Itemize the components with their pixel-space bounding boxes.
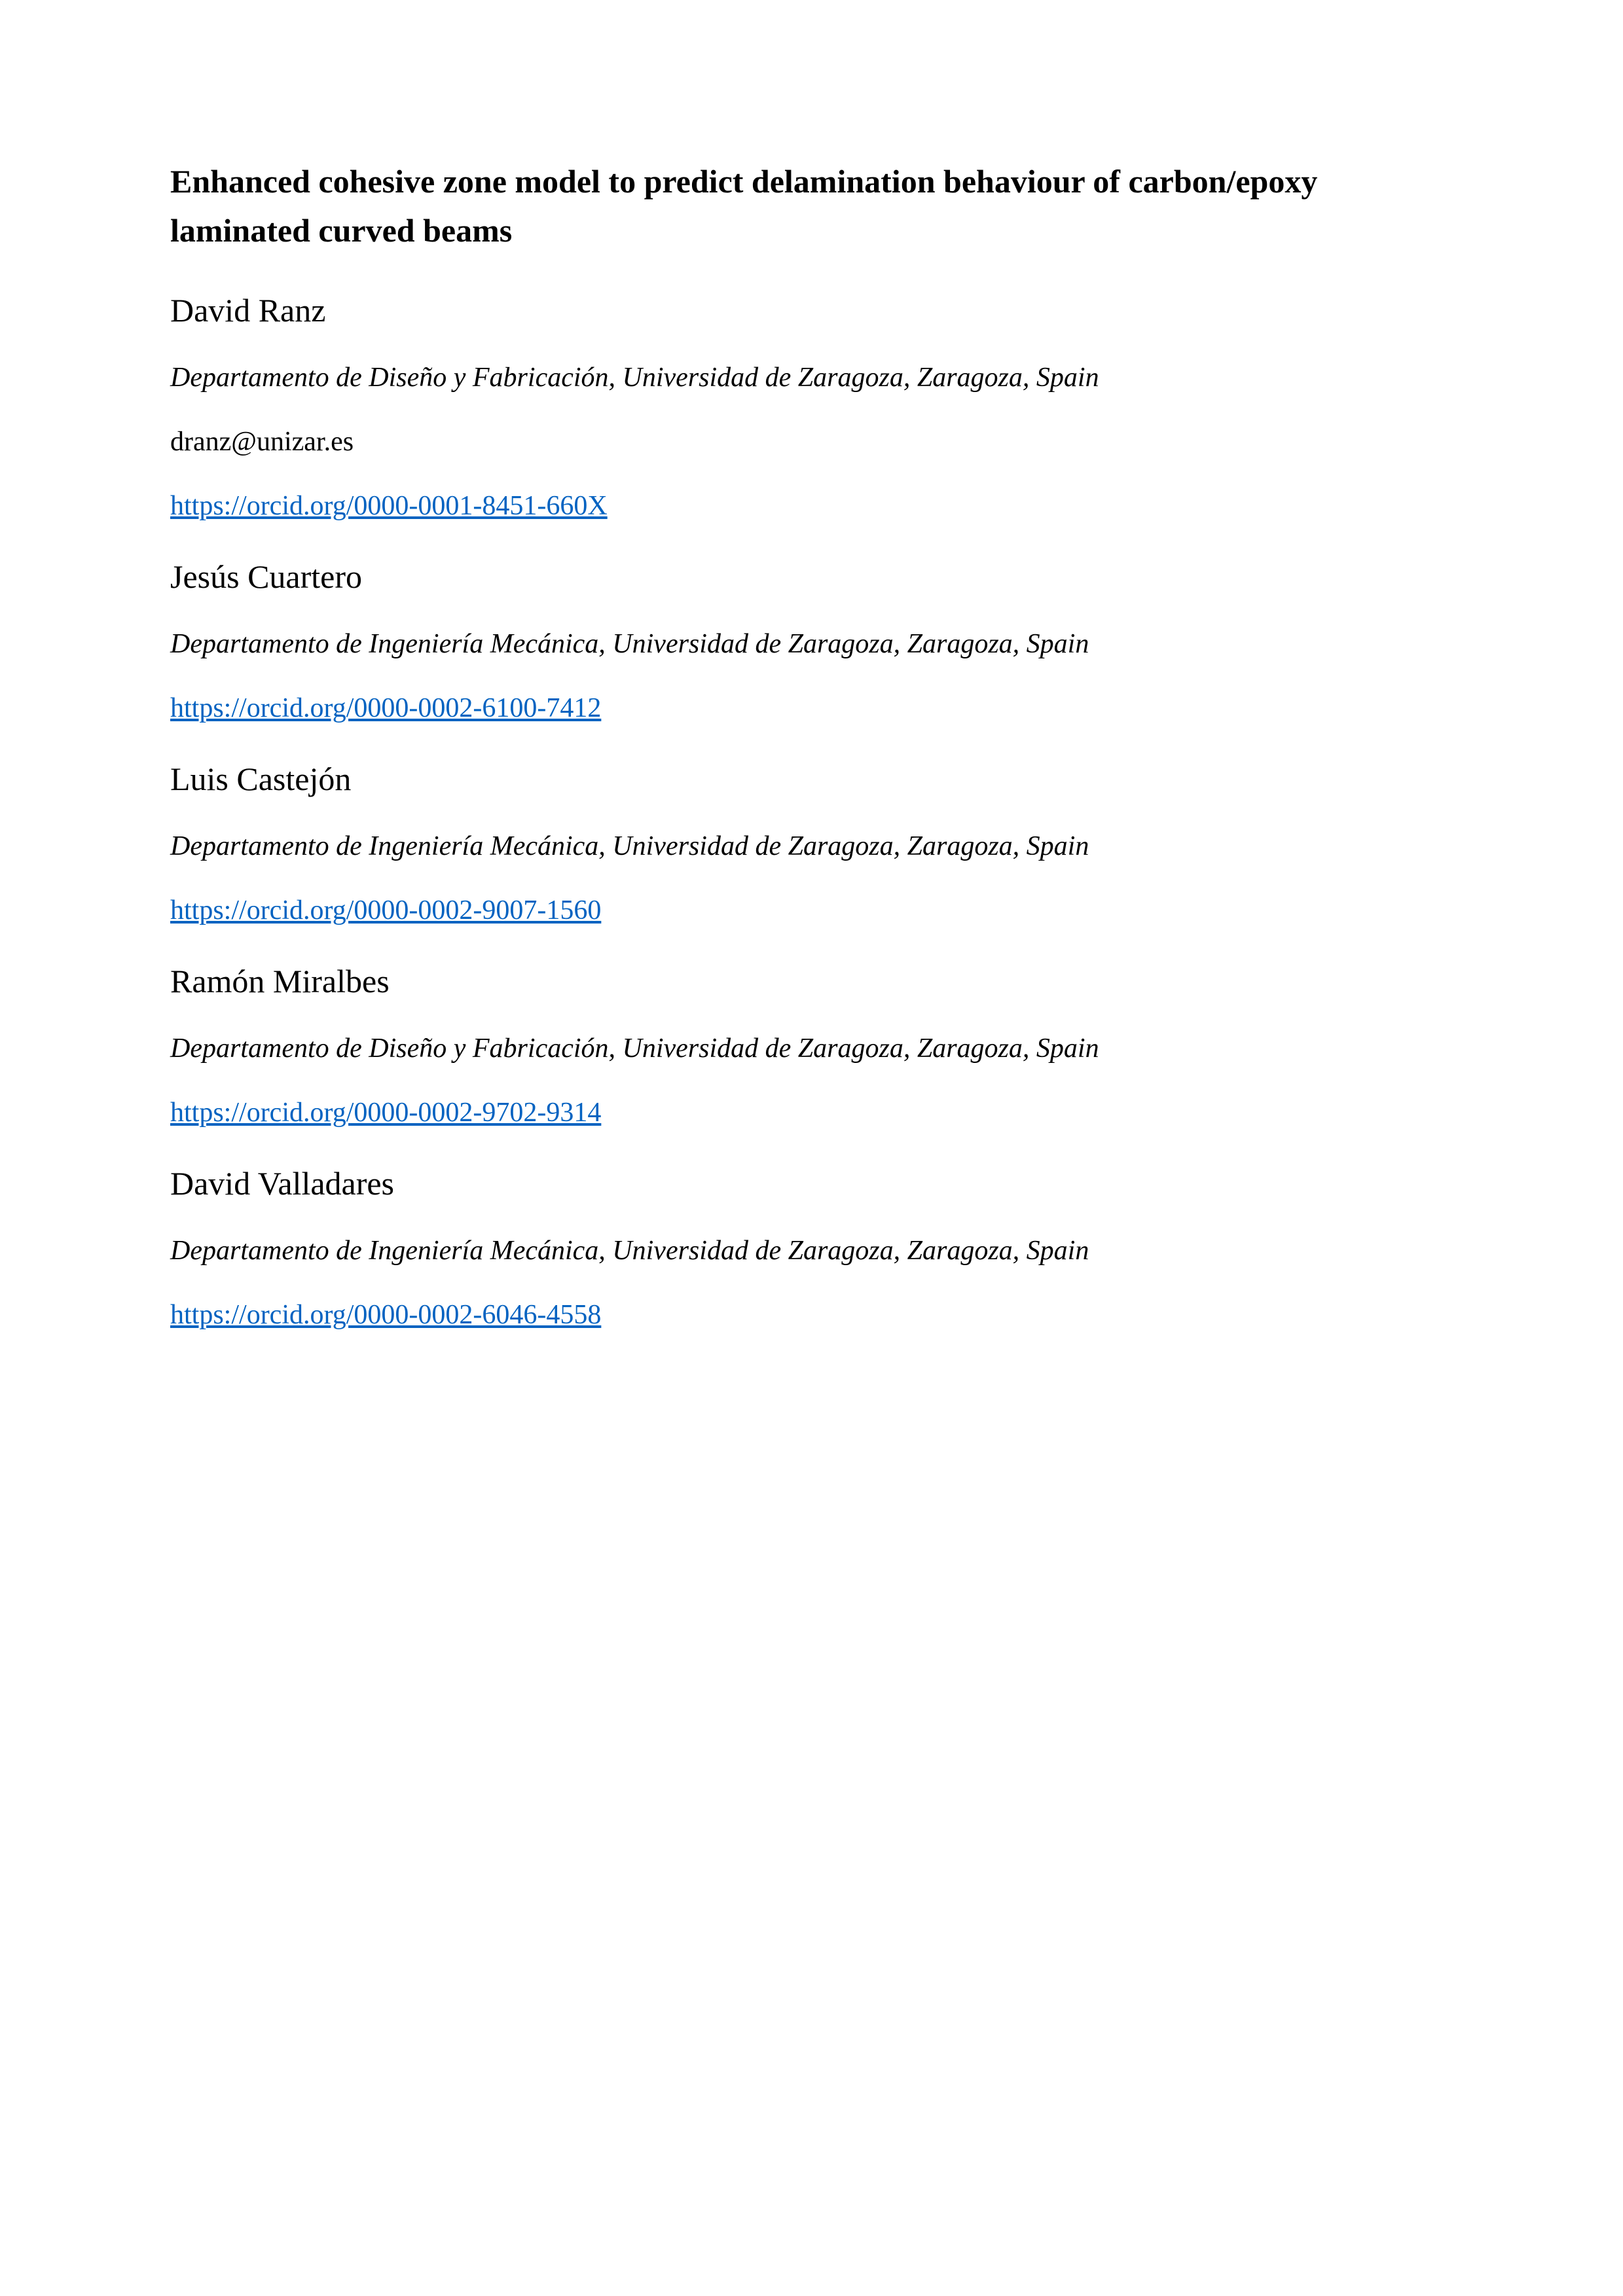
author-name: David Ranz [170,291,1453,329]
paper-title: Enhanced cohesive zone model to predict … [170,157,1453,255]
author-orcid-link[interactable]: https://orcid.org/0000-0002-6100-7412 [170,692,1453,724]
author-orcid-link[interactable]: https://orcid.org/0000-0002-6046-4558 [170,1299,1453,1331]
author-email: dranz@unizar.es [170,426,1453,457]
author-affiliation: Departamento de Ingeniería Mecánica, Uni… [170,628,1453,660]
author-affiliation: Departamento de Diseño y Fabricación, Un… [170,362,1453,393]
author-block-0: David Ranz Departamento de Diseño y Fabr… [170,291,1453,522]
author-name: David Valladares [170,1164,1453,1202]
author-orcid-link[interactable]: https://orcid.org/0000-0001-8451-660X [170,490,1453,522]
author-affiliation: Departamento de Diseño y Fabricación, Un… [170,1033,1453,1064]
author-affiliation: Departamento de Ingeniería Mecánica, Uni… [170,831,1453,862]
author-block-3: Ramón Miralbes Departamento de Diseño y … [170,962,1453,1128]
author-orcid-link[interactable]: https://orcid.org/0000-0002-9007-1560 [170,895,1453,926]
author-name: Luis Castejón [170,760,1453,798]
author-block-1: Jesús Cuartero Departamento de Ingenierí… [170,558,1453,724]
author-name: Jesús Cuartero [170,558,1453,596]
author-orcid-link[interactable]: https://orcid.org/0000-0002-9702-9314 [170,1097,1453,1128]
author-block-2: Luis Castejón Departamento de Ingeniería… [170,760,1453,926]
author-block-4: David Valladares Departamento de Ingenie… [170,1164,1453,1331]
author-name: Ramón Miralbes [170,962,1453,1000]
author-affiliation: Departamento de Ingeniería Mecánica, Uni… [170,1235,1453,1266]
